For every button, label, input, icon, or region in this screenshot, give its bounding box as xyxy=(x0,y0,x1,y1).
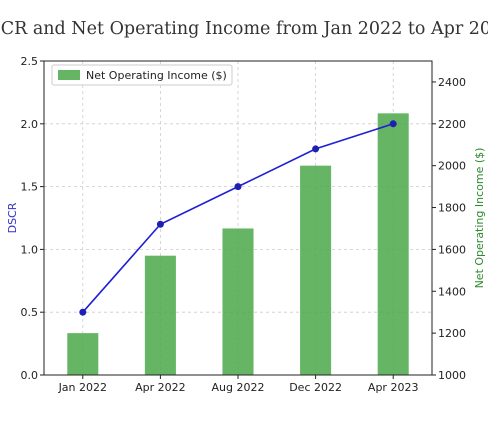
right-axis-ticks: 1000 1200 1400 1600 1800 2000 2200 2400 xyxy=(432,76,466,382)
dscr-point xyxy=(79,308,87,316)
dscr-point xyxy=(156,220,164,228)
legend-label-noi: Net Operating Income ($) xyxy=(86,69,227,82)
noi-bar xyxy=(144,255,176,375)
left-tick-label: 2.0 xyxy=(21,118,39,131)
dscr-point xyxy=(234,183,242,191)
left-tick-label: 1.5 xyxy=(21,181,39,194)
legend-box xyxy=(51,64,233,86)
noi-bar xyxy=(222,228,254,375)
x-tick-label: Apr 2023 xyxy=(368,381,419,394)
right-tick-label: 1600 xyxy=(438,243,466,256)
left-tick-label: 0.5 xyxy=(21,306,39,319)
dscr-point xyxy=(312,145,320,153)
left-tick-label: 1.0 xyxy=(21,243,39,256)
dscr-point xyxy=(389,120,397,128)
left-axis-ticks: 0.0 0.5 1.0 1.5 2.0 2.5 xyxy=(21,55,44,382)
left-tick-label: 0.0 xyxy=(21,369,39,382)
noi-bar xyxy=(377,113,409,375)
legend-swatch-noi xyxy=(58,70,80,80)
right-tick-label: 2000 xyxy=(438,160,466,173)
right-tick-label: 1200 xyxy=(438,327,466,340)
right-tick-label: 1000 xyxy=(438,369,466,382)
right-tick-label: 2200 xyxy=(438,118,466,131)
noi-bars xyxy=(67,113,409,375)
left-axis-label: DSCR xyxy=(6,202,19,233)
x-tick-label: Jan 2022 xyxy=(58,381,107,394)
right-tick-label: 1800 xyxy=(438,202,466,215)
x-tick-label: Apr 2022 xyxy=(135,381,186,394)
x-tick-label: Dec 2022 xyxy=(289,381,342,394)
right-axis-label: Net Operating Income ($) xyxy=(473,148,486,289)
x-tick-label: Aug 2022 xyxy=(212,381,265,394)
noi-bar xyxy=(300,165,332,375)
noi-bar xyxy=(67,333,99,375)
x-axis-ticks: Jan 2022 Apr 2022 Aug 2022 Dec 2022 Apr 2023 xyxy=(58,375,419,394)
right-tick-label: 2400 xyxy=(438,76,466,89)
left-tick-label: 2.5 xyxy=(21,55,39,68)
legend: Net Operating Income ($) xyxy=(51,64,233,86)
dscr-line-series xyxy=(79,120,397,316)
chart-title: DSCR and Net Operating Income from Jan 2… xyxy=(0,19,488,39)
right-tick-label: 1400 xyxy=(438,285,466,298)
